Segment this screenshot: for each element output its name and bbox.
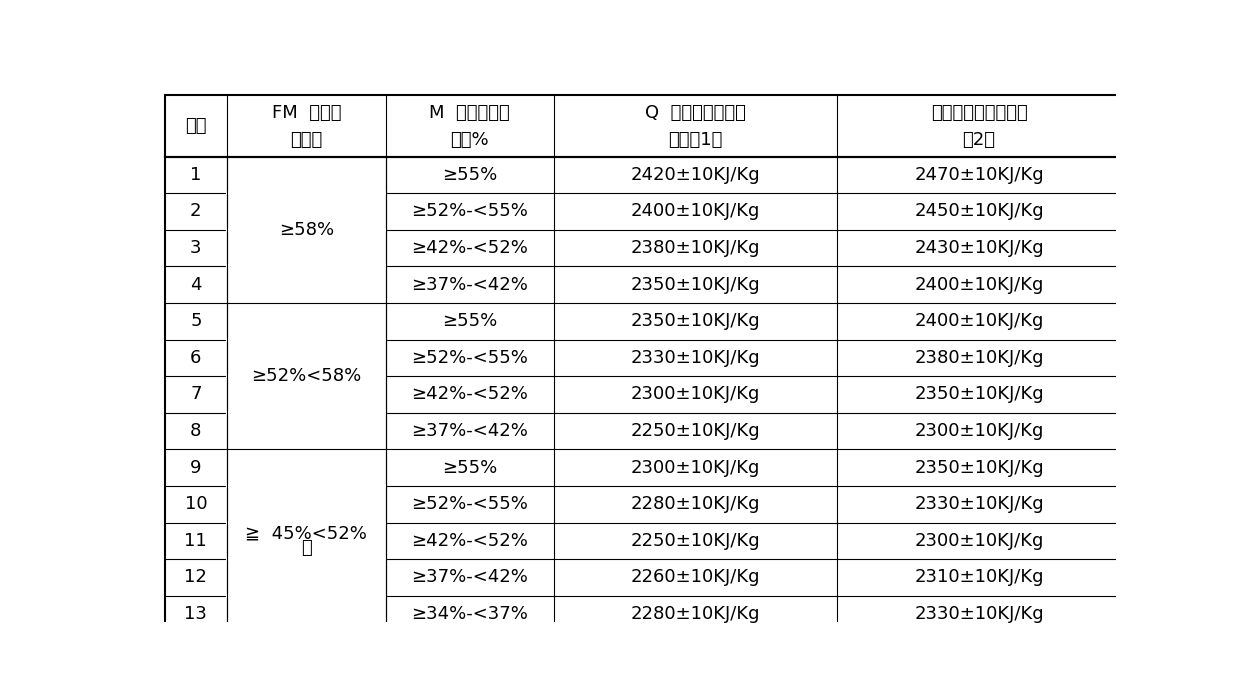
Text: 2330±10KJ/Kg: 2330±10KJ/Kg: [631, 349, 760, 367]
Text: 2380±10KJ/Kg: 2380±10KJ/Kg: [914, 349, 1044, 367]
Text: 2330±10KJ/Kg: 2330±10KJ/Kg: [914, 605, 1044, 623]
Text: 2280±10KJ/Kg: 2280±10KJ/Kg: [631, 605, 760, 623]
Text: （夏季1）: （夏季1）: [668, 131, 723, 149]
Text: 2310±10KJ/Kg: 2310±10KJ/Kg: [914, 568, 1044, 586]
Text: 2350±10KJ/Kg: 2350±10KJ/Kg: [631, 312, 760, 330]
Text: ≥55%: ≥55%: [443, 312, 497, 330]
Text: Q  炉料单位发热量: Q 炉料单位发热量: [645, 104, 746, 122]
Text: 2280±10KJ/Kg: 2280±10KJ/Kg: [631, 495, 760, 513]
Text: 时: 时: [301, 539, 311, 557]
Text: ≥55%: ≥55%: [443, 459, 497, 477]
Text: 2350±10KJ/Kg: 2350±10KJ/Kg: [914, 385, 1044, 403]
Text: ≥52%<58%: ≥52%<58%: [252, 367, 362, 385]
Text: 2260±10KJ/Kg: 2260±10KJ/Kg: [631, 568, 760, 586]
Text: 2350±10KJ/Kg: 2350±10KJ/Kg: [631, 275, 760, 294]
Text: 品位%: 品位%: [450, 131, 489, 149]
Text: 2300±10KJ/Kg: 2300±10KJ/Kg: [914, 532, 1044, 550]
Text: ≥34%-<37%: ≥34%-<37%: [412, 605, 528, 623]
Text: 2470±10KJ/Kg: 2470±10KJ/Kg: [914, 166, 1044, 184]
Text: ≥42%-<52%: ≥42%-<52%: [412, 385, 528, 403]
Text: FM  治炼馒: FM 治炼馒: [272, 104, 341, 122]
Text: ≥37%-<42%: ≥37%-<42%: [412, 422, 528, 440]
Text: 12: 12: [185, 568, 207, 586]
Text: 2380±10KJ/Kg: 2380±10KJ/Kg: [631, 239, 760, 257]
Text: 2450±10KJ/Kg: 2450±10KJ/Kg: [914, 203, 1044, 220]
Text: 序号: 序号: [185, 117, 207, 135]
Text: ≥42%-<52%: ≥42%-<52%: [412, 239, 528, 257]
Text: ≥37%-<42%: ≥37%-<42%: [412, 275, 528, 294]
Text: 3: 3: [190, 239, 202, 257]
Text: 2420±10KJ/Kg: 2420±10KJ/Kg: [631, 166, 760, 184]
Text: 2350±10KJ/Kg: 2350±10KJ/Kg: [914, 459, 1044, 477]
Text: 10: 10: [185, 495, 207, 513]
Text: ≥42%-<52%: ≥42%-<52%: [412, 532, 528, 550]
Text: 2330±10KJ/Kg: 2330±10KJ/Kg: [914, 495, 1044, 513]
Text: 9: 9: [190, 459, 202, 477]
Text: ≥55%: ≥55%: [443, 166, 497, 184]
Text: M  氧化馒的馒: M 氧化馒的馒: [429, 104, 510, 122]
Text: 2300±10KJ/Kg: 2300±10KJ/Kg: [631, 459, 760, 477]
Text: ≥52%-<55%: ≥52%-<55%: [412, 349, 528, 367]
Text: 2300±10KJ/Kg: 2300±10KJ/Kg: [631, 385, 760, 403]
Text: 8: 8: [190, 422, 202, 440]
Text: 6: 6: [190, 349, 202, 367]
Text: 13: 13: [185, 605, 207, 623]
Text: 5: 5: [190, 312, 202, 330]
Text: 2300±10KJ/Kg: 2300±10KJ/Kg: [914, 422, 1044, 440]
Text: 11: 11: [185, 532, 207, 550]
Text: 7: 7: [190, 385, 202, 403]
Text: ≧  45%<52%: ≧ 45%<52%: [246, 524, 367, 542]
Text: 2400±10KJ/Kg: 2400±10KJ/Kg: [914, 275, 1044, 294]
Text: 2400±10KJ/Kg: 2400±10KJ/Kg: [914, 312, 1044, 330]
Text: 2250±10KJ/Kg: 2250±10KJ/Kg: [631, 532, 760, 550]
Text: 2250±10KJ/Kg: 2250±10KJ/Kg: [631, 422, 760, 440]
Text: 4: 4: [190, 275, 202, 294]
Text: 1: 1: [190, 166, 202, 184]
Text: 2430±10KJ/Kg: 2430±10KJ/Kg: [914, 239, 1044, 257]
Text: 2400±10KJ/Kg: 2400±10KJ/Kg: [631, 203, 760, 220]
Text: ≥52%-<55%: ≥52%-<55%: [412, 203, 528, 220]
Text: 炉料单位发热量（冬: 炉料单位发热量（冬: [931, 104, 1028, 122]
Text: ≥52%-<55%: ≥52%-<55%: [412, 495, 528, 513]
Text: ≥37%-<42%: ≥37%-<42%: [412, 568, 528, 586]
Text: 季2）: 季2）: [962, 131, 996, 149]
Text: 2: 2: [190, 203, 202, 220]
Text: ≥58%: ≥58%: [279, 221, 334, 239]
Text: 铁品位: 铁品位: [290, 131, 322, 149]
